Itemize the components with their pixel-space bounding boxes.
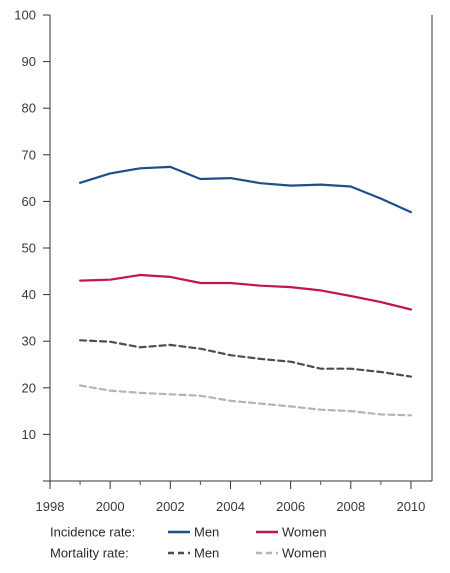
legend-incidence-label: Incidence rate:	[50, 525, 135, 540]
incidence-women-line	[78, 273, 412, 311]
y-tick-label: 20	[22, 380, 36, 395]
legend-label-women: Women	[282, 546, 327, 561]
x-tick-label: 2010	[396, 499, 425, 514]
legend-label-women: Women	[282, 525, 327, 540]
y-tick-label: 100	[14, 8, 36, 23]
x-tick-label: 2002	[156, 499, 185, 514]
y-tick-label: 80	[22, 101, 36, 116]
legend-label-men: Men	[194, 546, 219, 561]
x-tick-label: 2006	[276, 499, 305, 514]
y-tick-label: 90	[22, 54, 36, 69]
x-tick-label: 2004	[216, 499, 245, 514]
y-tick-label: 70	[22, 147, 36, 162]
y-tick-label: 10	[22, 427, 36, 442]
mortality-women-line	[78, 384, 412, 417]
x-tick-label: 1998	[36, 499, 65, 514]
legend-mortality-label: Mortality rate:	[50, 546, 129, 561]
y-tick-label: 40	[22, 287, 36, 302]
y-tick-label: 30	[22, 334, 36, 349]
x-tick-label: 2008	[336, 499, 365, 514]
y-tick-label: 50	[22, 241, 36, 256]
legend-label-men: Men	[194, 525, 219, 540]
incidence-men-line	[78, 165, 412, 214]
y-tick-label: 60	[22, 194, 36, 209]
x-tick-label: 2000	[96, 499, 125, 514]
mortality-men-line	[78, 339, 412, 378]
